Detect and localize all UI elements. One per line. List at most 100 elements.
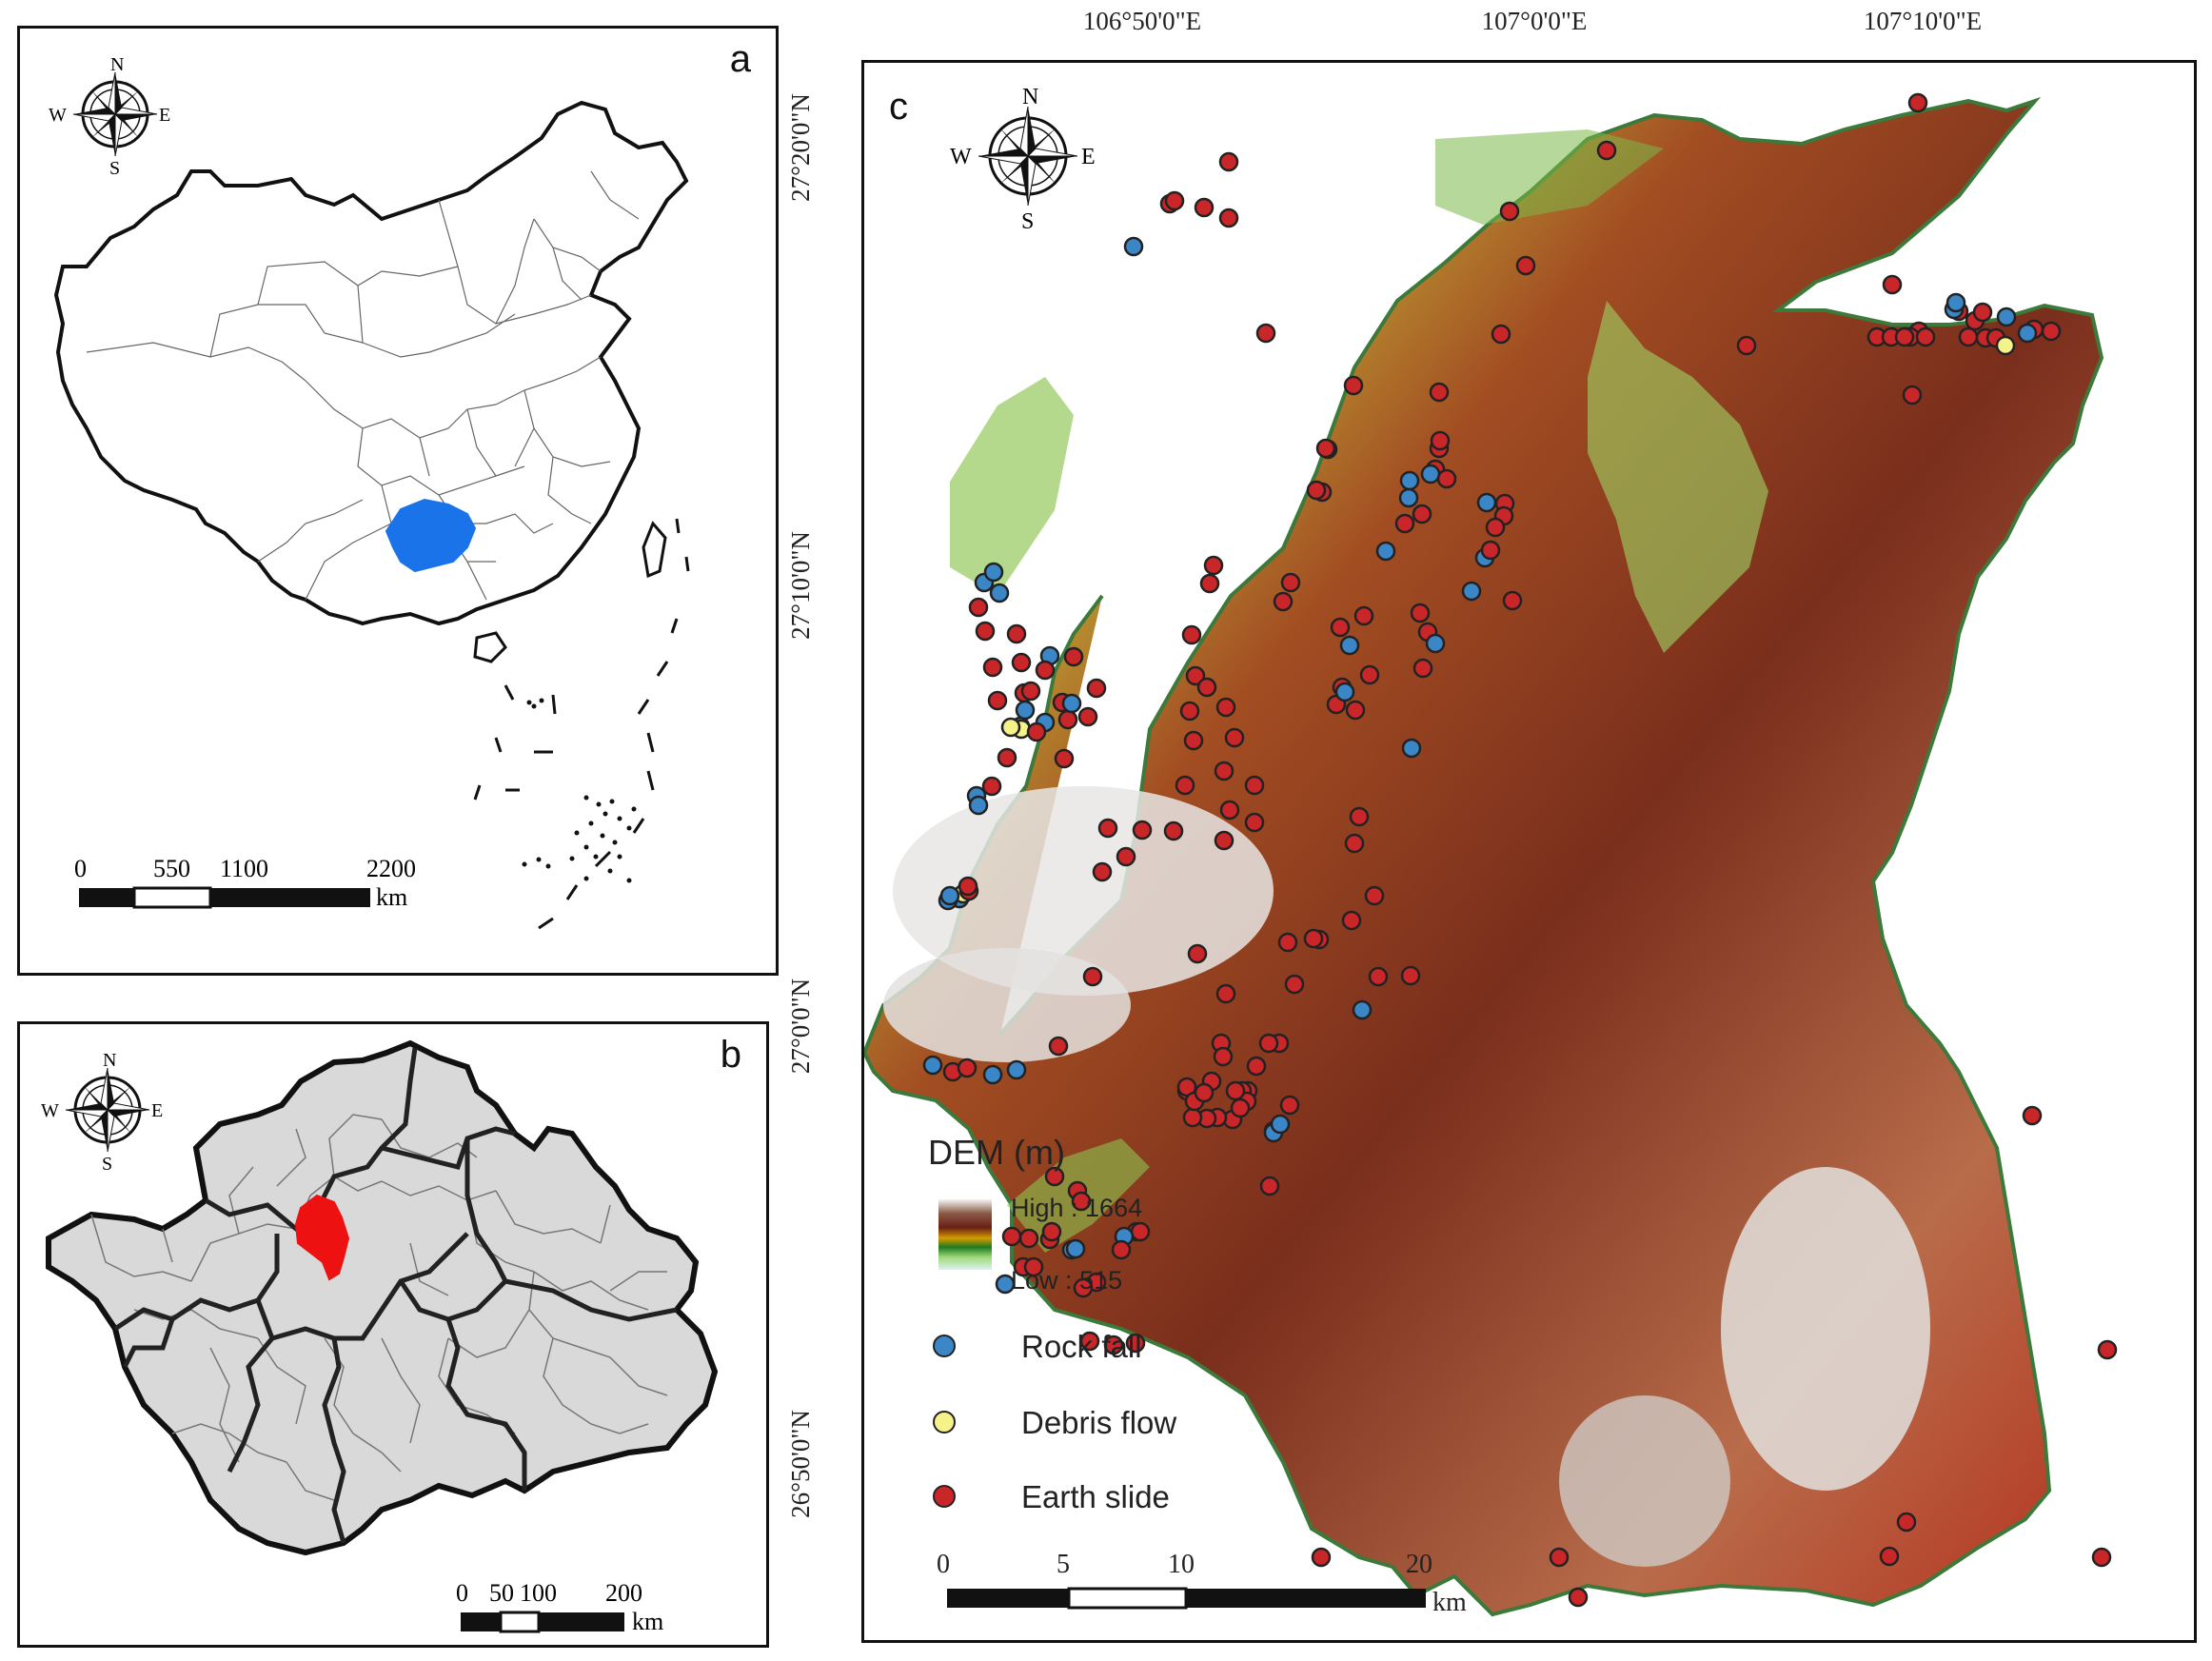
earth-slide-point	[968, 597, 989, 618]
earth-slide-point	[1491, 324, 1511, 345]
earth-slide-point	[1185, 665, 1206, 686]
earth-slide-point	[1246, 1056, 1267, 1077]
rock-fall-point	[939, 885, 960, 906]
legend-high-label: High : 1664	[1011, 1194, 1143, 1222]
svg-text:0: 0	[456, 1579, 468, 1607]
earth-slide-point	[1429, 382, 1450, 403]
earth-slide-point	[1092, 861, 1113, 882]
earth-slide-point	[1394, 513, 1415, 534]
earth-slide-point	[1410, 603, 1431, 623]
earth-slide-point	[1086, 678, 1107, 699]
rock-fall-point	[1420, 464, 1441, 484]
rock-fall-point	[1352, 999, 1373, 1020]
earth-slide-point	[1054, 748, 1075, 769]
compass-n: N	[110, 54, 124, 75]
earth-slide-point	[1097, 818, 1118, 839]
longitude-label-3: 107°10'0"E	[1863, 7, 1983, 35]
earth-slide-point	[1023, 1256, 1044, 1277]
rock-fall-point	[1375, 541, 1396, 562]
scale-bar-a: 0 550 1100 2200 km	[74, 855, 416, 911]
earth-slide-point	[1341, 910, 1362, 931]
svg-text:E: E	[151, 1100, 163, 1121]
earth-slide-point	[1549, 1547, 1570, 1568]
panel-label-c: c	[889, 86, 908, 128]
earth-slide-point	[1175, 775, 1195, 796]
earth-slide-point	[958, 876, 978, 897]
scale-c-tick-0: 0	[937, 1550, 950, 1579]
earth-slide-point	[1218, 208, 1239, 228]
rock-fall-point	[2017, 323, 2038, 344]
earth-slide-point	[1244, 812, 1265, 833]
earth-slide-point	[1103, 1335, 1124, 1355]
earth-slide-point	[1214, 830, 1234, 851]
panel-a-china-map: a N S E W	[17, 26, 779, 976]
earth-slide-point	[1225, 1080, 1246, 1101]
earth-slide-point	[1006, 623, 1027, 644]
svg-text:1100: 1100	[220, 855, 268, 882]
earth-slide-point	[1215, 983, 1236, 1004]
earth-slide-point	[1894, 326, 1915, 347]
longitude-label-2: 107°0'0"E	[1481, 7, 1588, 35]
svg-text:200: 200	[605, 1579, 642, 1607]
compass-rose-icon: N S E W	[950, 85, 1096, 234]
compass-w: W	[49, 105, 67, 126]
debris-flow-point	[1995, 335, 2016, 356]
scale-bar-b: 0 50 100 200 km	[456, 1579, 663, 1635]
rock-fall-point	[1996, 306, 2017, 327]
earth-slide-point	[1244, 775, 1265, 796]
earth-slide-point	[2097, 1339, 2118, 1360]
earth-slide-point	[1258, 1033, 1279, 1054]
rock-fall-point	[1461, 581, 1482, 602]
earth-slide-point	[987, 690, 1008, 711]
earth-slide-point	[1596, 140, 1617, 161]
rock-fall-point	[995, 1274, 1016, 1295]
rock-fall-point	[1015, 700, 1036, 721]
earth-slide-point	[1230, 1097, 1251, 1118]
earth-slide-point	[1026, 722, 1047, 742]
rock-fall-point	[922, 1055, 943, 1076]
earth-slide-point	[1255, 323, 1276, 344]
legend-rock-fall-marker	[933, 1335, 956, 1357]
earth-slide-point	[1071, 1191, 1092, 1212]
rock-fall-point	[1425, 633, 1446, 654]
earth-slide-point	[1035, 660, 1056, 681]
rock-fall-point	[1270, 1114, 1291, 1135]
earth-slide-point	[1368, 966, 1389, 987]
earth-slide-point	[1330, 617, 1351, 638]
panel-label-b: b	[720, 1034, 741, 1076]
rock-fall-point	[1334, 682, 1355, 702]
legend-earth-slide-label: Earth slide	[1021, 1479, 1170, 1514]
study-area-highlight	[294, 1194, 350, 1281]
earth-slide-point	[1277, 932, 1298, 953]
earth-slide-point	[1048, 1036, 1069, 1057]
svg-text:km: km	[376, 883, 407, 911]
china-outline	[53, 100, 689, 626]
earth-slide-point	[1181, 624, 1202, 645]
panel-b-guizhou-map: b N S E W	[17, 1021, 769, 1648]
prefecture-boundaries	[113, 1047, 678, 1544]
earth-slide-point	[1412, 504, 1432, 524]
earth-slide-point	[1499, 201, 1520, 222]
earth-slide-point	[1179, 701, 1200, 722]
earth-slide-point	[1958, 326, 1979, 347]
earth-slide-point	[1736, 335, 1757, 356]
compass-rose-icon: N S E W	[49, 54, 170, 179]
scale-c-tick-1: 5	[1057, 1550, 1070, 1579]
legend-rock-fall-label: Rock fall	[1021, 1329, 1142, 1364]
svg-text:50: 50	[489, 1579, 514, 1607]
rock-fall-point	[1061, 693, 1082, 714]
earth-slide-point	[1073, 1277, 1094, 1298]
earth-slide-point	[982, 657, 1003, 678]
latitude-label-4: 26°50'0"N	[786, 1410, 815, 1518]
svg-text:E: E	[1081, 145, 1096, 169]
earth-slide-point	[1502, 590, 1523, 611]
earth-slide-point	[1194, 1082, 1215, 1103]
earth-slide-point	[1213, 1046, 1234, 1067]
compass-s: S	[109, 158, 120, 179]
earth-slide-point	[1196, 677, 1217, 698]
earth-slide-point	[1344, 833, 1365, 854]
guizhou-map: N S E W	[41, 1039, 719, 1635]
legend-earth-slide-marker	[933, 1485, 956, 1508]
earth-slide-point	[1011, 652, 1032, 673]
earth-slide-point	[1485, 517, 1506, 538]
